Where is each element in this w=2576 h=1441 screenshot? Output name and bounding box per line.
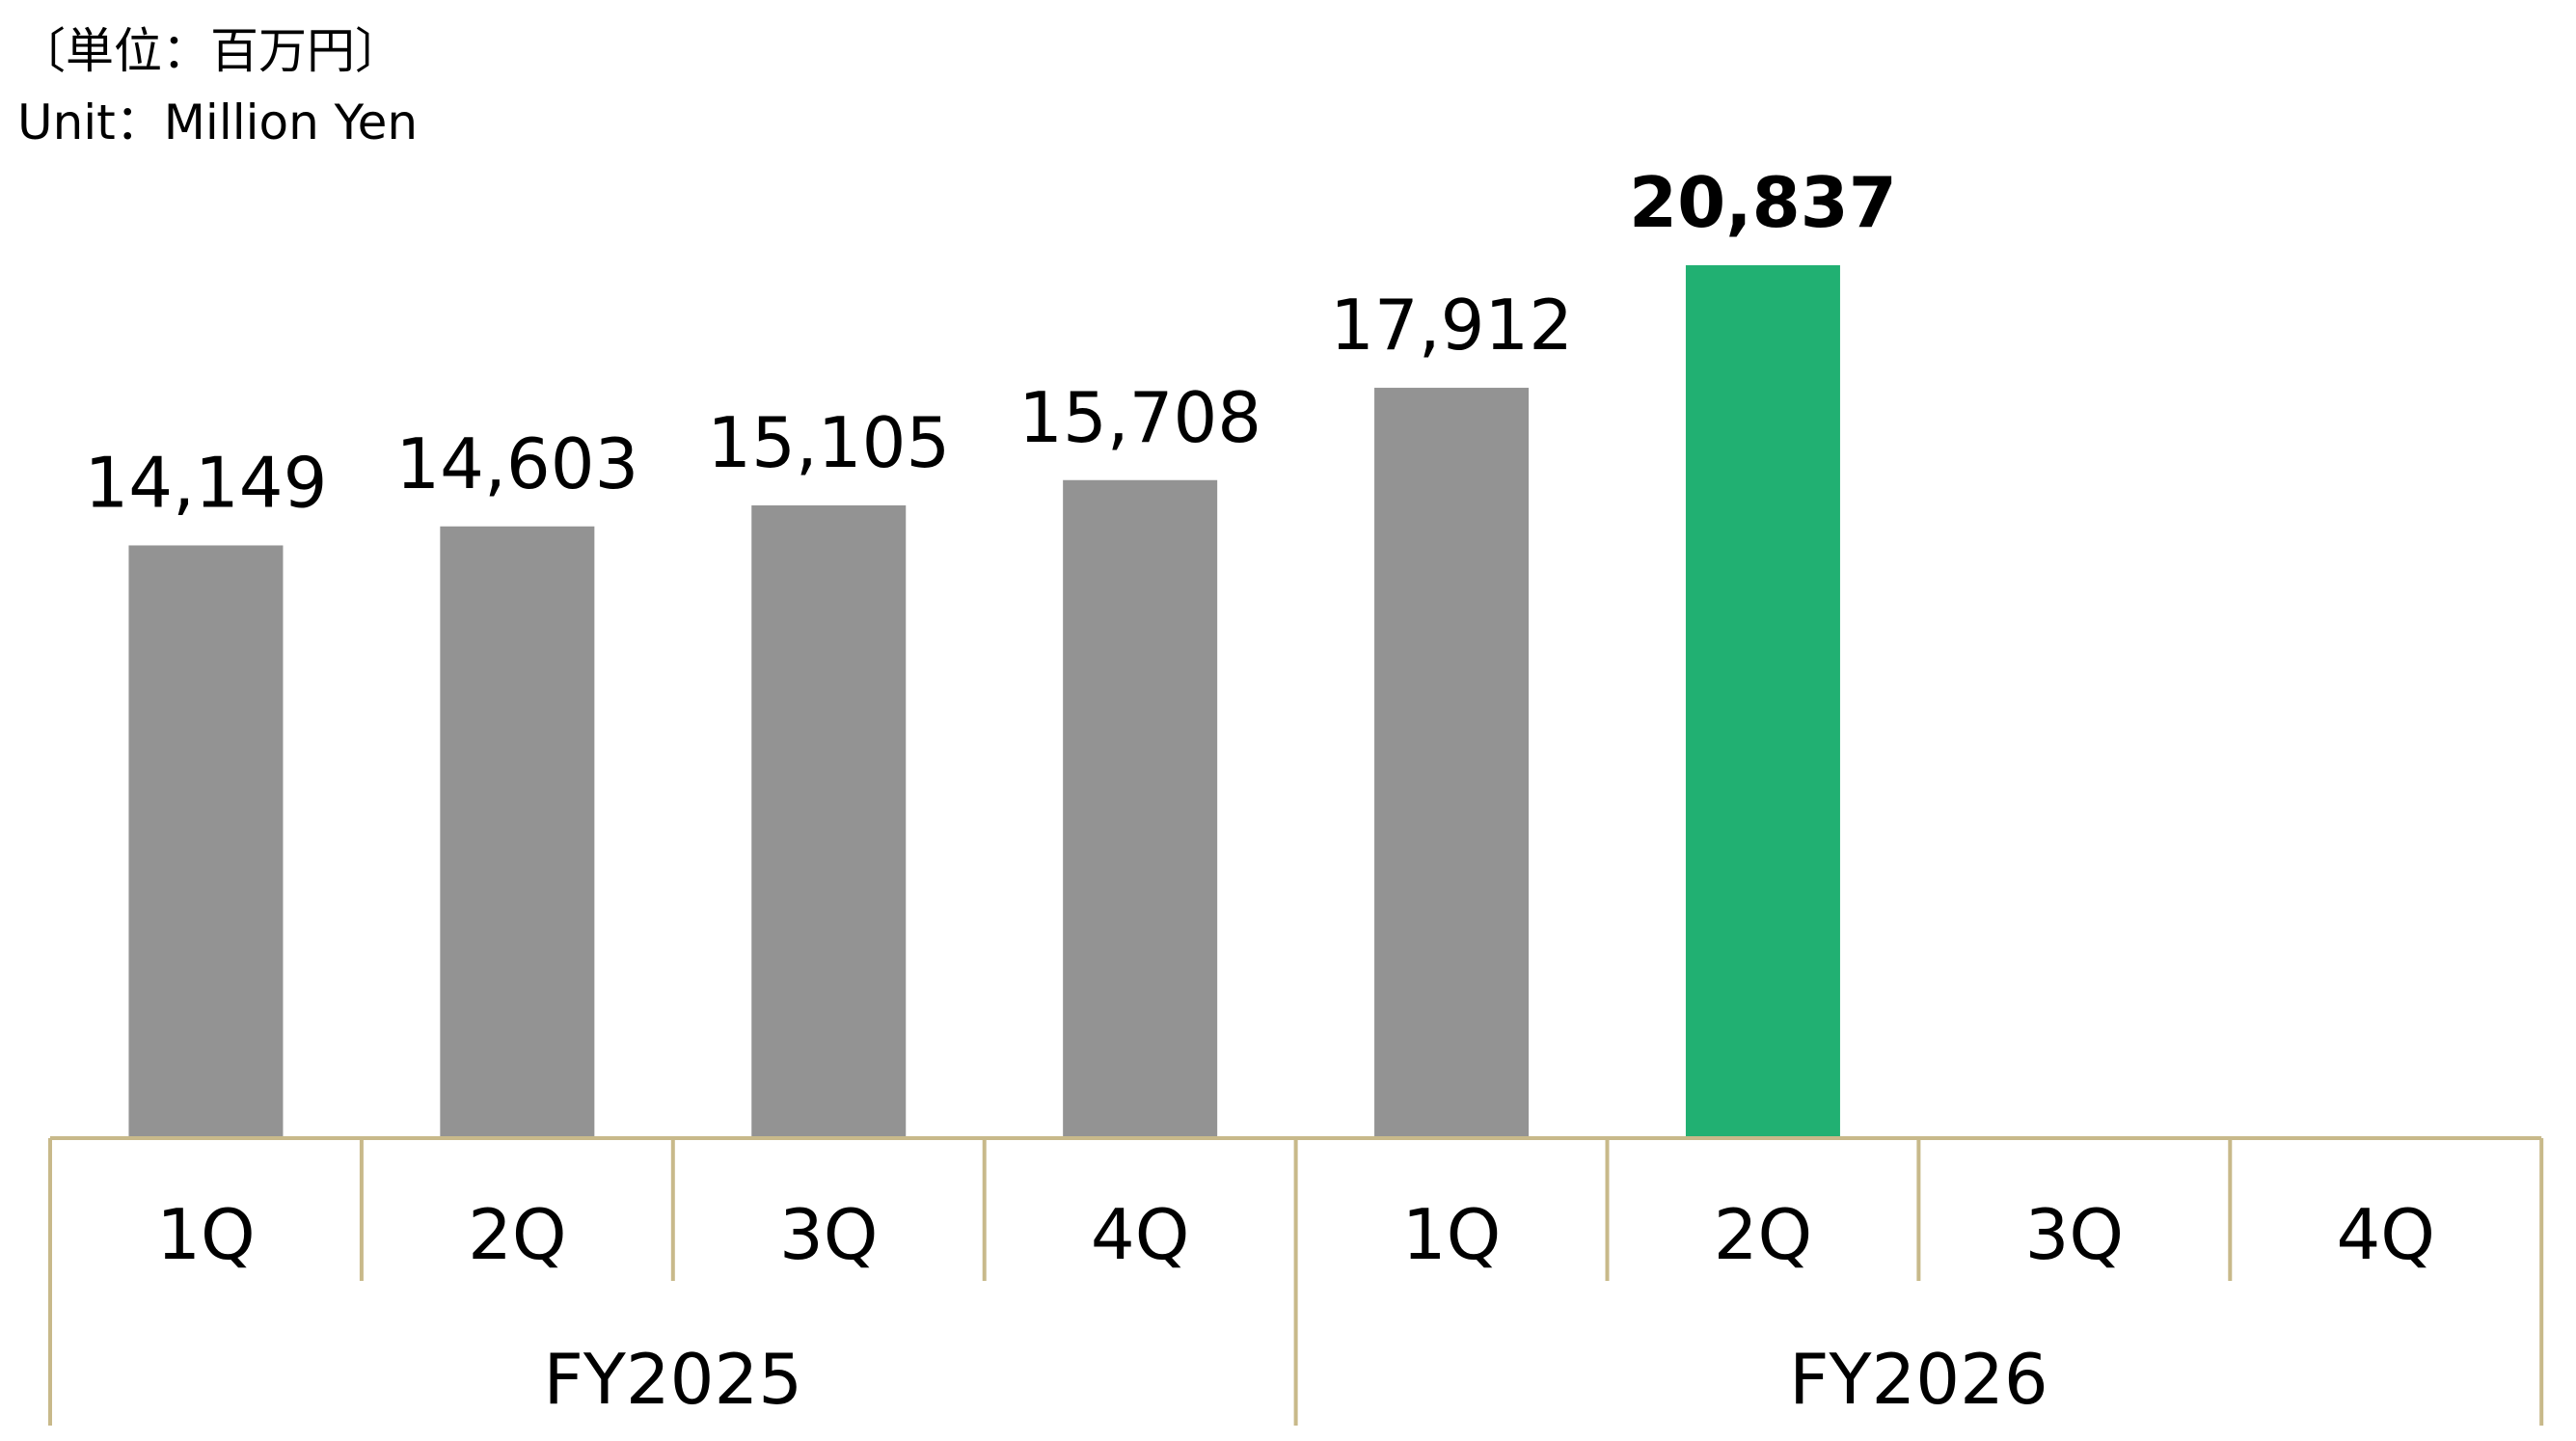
group-label-fy2026: FY2026 [1789, 1339, 2048, 1420]
unit-label-en: Unit：Million Yen [17, 95, 419, 150]
data-label-5: 17,912 [1330, 285, 1573, 366]
tick-label-3: 3Q [779, 1194, 878, 1275]
tick-label-7: 3Q [2025, 1194, 2124, 1275]
data-label-3: 15,105 [707, 402, 950, 483]
bar-6 [1685, 265, 1840, 1138]
data-label-4: 15,708 [1018, 377, 1261, 458]
tick-label-8: 4Q [2337, 1194, 2435, 1275]
bar-1 [128, 545, 284, 1138]
tick-label-1: 1Q [156, 1194, 255, 1275]
tick-label-6: 2Q [1714, 1194, 1812, 1275]
data-label-6: 20,837 [1629, 162, 1897, 243]
tick-label-4: 4Q [1091, 1194, 1189, 1275]
bar-5 [1374, 388, 1530, 1138]
bar-3 [751, 504, 907, 1138]
data-label-2: 14,603 [395, 423, 638, 504]
data-label-1: 14,149 [84, 442, 327, 523]
tick-label-2: 2Q [468, 1194, 566, 1275]
bar-4 [1063, 479, 1218, 1139]
unit-label-jp: 〔単位：百万円〕 [17, 23, 403, 79]
bar-2 [440, 526, 595, 1138]
tick-label-5: 1Q [1402, 1194, 1501, 1275]
group-label-fy2025: FY2025 [543, 1339, 802, 1420]
